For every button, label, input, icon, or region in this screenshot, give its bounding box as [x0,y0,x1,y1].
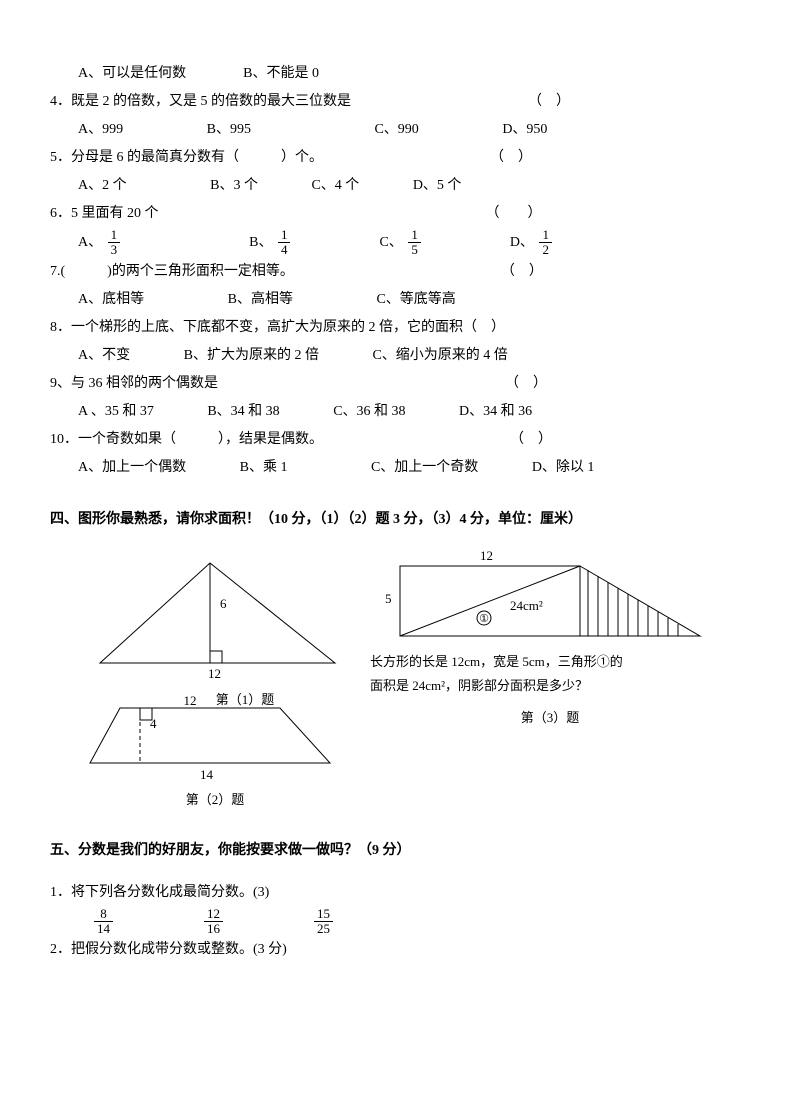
frac-1-2: 12 [539,228,552,258]
frac-8-14: 814 [94,907,113,937]
q8-stem: 8．一个梯形的上底、下底都不变，高扩大为原来的 2 倍，它的面积（ ） [50,314,740,342]
q6-a: A、 [78,235,102,250]
q10-a: A、加上一个偶数 [78,460,186,475]
figure-2: 4 12 14 [80,693,350,783]
q3-opt-a: A、可以是任何数 [78,66,186,81]
q7-stem-line: 7.( )的两个三角形面积一定相等。 （ ） [50,258,740,286]
fig1-base: 12 [208,666,221,681]
frac-15-25: 1525 [314,907,333,937]
q7-b: B、高相等 [228,292,293,307]
section5-title: 五、分数是我们的好朋友，你能按要求做一做吗？（9 分） [50,837,740,865]
q10-stem-line: 10．一个奇数如果（ ），结果是偶数。 （ ） [50,426,740,454]
fig3-left: 5 [385,591,392,606]
q7-paren: （ ） [501,264,543,279]
q9-d: D、34 和 36 [459,404,532,419]
q10-c: C、加上一个奇数 [371,460,478,475]
s5-q2: 2．把假分数化成带分数或整数。(3 分) [50,936,740,964]
frac-1-4: 14 [278,228,291,258]
fig2-bottom: 14 [200,767,214,782]
q10-stem: 10．一个奇数如果（ ），结果是偶数。 [50,432,323,447]
fig3-top: 12 [480,548,493,563]
q6-options: A、 13 B、 14 C、 15 D、 12 [50,228,740,258]
q5-b: B、3 个 [210,178,258,193]
q8-c: C、缩小为原来的 4 倍 [372,348,507,363]
s5-q1: 1．将下列各分数化成最简分数。(3) [50,879,740,907]
q4-stem-line: 4．既是 2 的倍数，又是 5 的倍数的最大三位数是 （ ） [50,88,740,116]
fig2-h: 4 [150,716,157,731]
q4-paren: （ ） [528,94,570,109]
frac-1-3: 13 [108,228,121,258]
fig-right-col: 12 5 ① 24cm² 长方形的长是 12cm，宽是 5cm，三角形①的 面积… [370,548,730,732]
figure-1: 6 12 [80,548,350,683]
q9-options: A 、35 和 37 B、34 和 38 C、36 和 38 D、34 和 36 [50,398,740,426]
q3-options: A、可以是任何数 B、不能是 0 [50,60,740,88]
q3-opt-b: B、不能是 0 [243,66,319,81]
frac-1-5: 15 [408,228,421,258]
q10-b: B、乘 1 [240,460,288,475]
q8-options: A、不变 B、扩大为原来的 2 倍 C、缩小为原来的 4 倍 [50,342,740,370]
q5-a: A、2 个 [78,178,127,193]
fig2-caption: 第（2）题 [186,787,245,813]
q9-stem: 9、与 36 相邻的两个偶数是 [50,376,218,391]
q10-paren: （ ） [510,432,552,447]
q5-options: A、2 个 B、3 个 C、4 个 D、5 个 [50,172,740,200]
q6-stem: 6．5 里面有 20 个 [50,206,159,221]
q6-b: B、 [249,235,272,250]
q9-c: C、36 和 38 [333,404,405,419]
q9-a: A 、35 和 37 [78,404,154,419]
fig3-note2: 面积是 24cm²，阴影部分面积是多少？ [370,676,588,697]
q6-paren: （ ） [486,206,542,221]
q4-options: A、999 B、995 C、990 D、950 [50,116,740,144]
q7-c: C、等底等高 [376,292,455,307]
q4-c: C、990 [374,122,418,137]
q5-d: D、5 个 [413,178,462,193]
q8-b: B、扩大为原来的 2 倍 [184,348,319,363]
q6-c: C、 [379,235,402,250]
frac-12-16: 1216 [204,907,223,937]
fig1-h: 6 [220,596,227,611]
q6-stem-line: 6．5 里面有 20 个 （ ） [50,200,740,228]
section4-title: 四、图形你最熟悉，请你求面积！（10 分，（1）（2）题 3 分，（3）4 分，… [50,506,740,534]
q10-d: D、除以 1 [532,460,595,475]
q4-a: A、999 [78,122,123,137]
fig3-note1: 长方形的长是 12cm，宽是 5cm，三角形①的 [370,652,623,673]
q4-d: D、950 [502,122,547,137]
fig2-top: 12 [184,693,197,708]
q8-a: A、不变 [78,348,130,363]
q10-options: A、加上一个偶数 B、乘 1 C、加上一个奇数 D、除以 1 [50,454,740,482]
q7-options: A、底相等 B、高相等 C、等底等高 [50,286,740,314]
q4-b: B、995 [207,122,251,137]
q5-paren: （ ） [490,150,532,165]
q9-b: B、34 和 38 [207,404,279,419]
q6-d: D、 [510,235,534,250]
fig3-area: 24cm² [510,598,543,613]
q5-stem: 5．分母是 6 的最简真分数有（ ）个。 [50,150,323,165]
s5-fracs: 814 1216 1525 [50,907,740,937]
q7-a: A、底相等 [78,292,144,307]
fig-left-col: 6 12 第（1）题 4 12 14 第（2）题 [80,548,350,813]
q9-paren: （ ） [505,376,547,391]
fig3-caption: 第（3）题 [521,705,580,731]
q7-stem: 7.( )的两个三角形面积一定相等。 [50,264,294,279]
q4-stem: 4．既是 2 的倍数，又是 5 的倍数的最大三位数是 [50,94,351,109]
q5-c: C、4 个 [311,178,359,193]
figures-row: 6 12 第（1）题 4 12 14 第（2）题 12 [80,548,740,813]
fig3-circ: ① [479,613,489,625]
figure-3: 12 5 ① 24cm² [370,548,730,648]
q9-stem-line: 9、与 36 相邻的两个偶数是 （ ） [50,370,740,398]
q5-stem-line: 5．分母是 6 的最简真分数有（ ）个。 （ ） [50,144,740,172]
